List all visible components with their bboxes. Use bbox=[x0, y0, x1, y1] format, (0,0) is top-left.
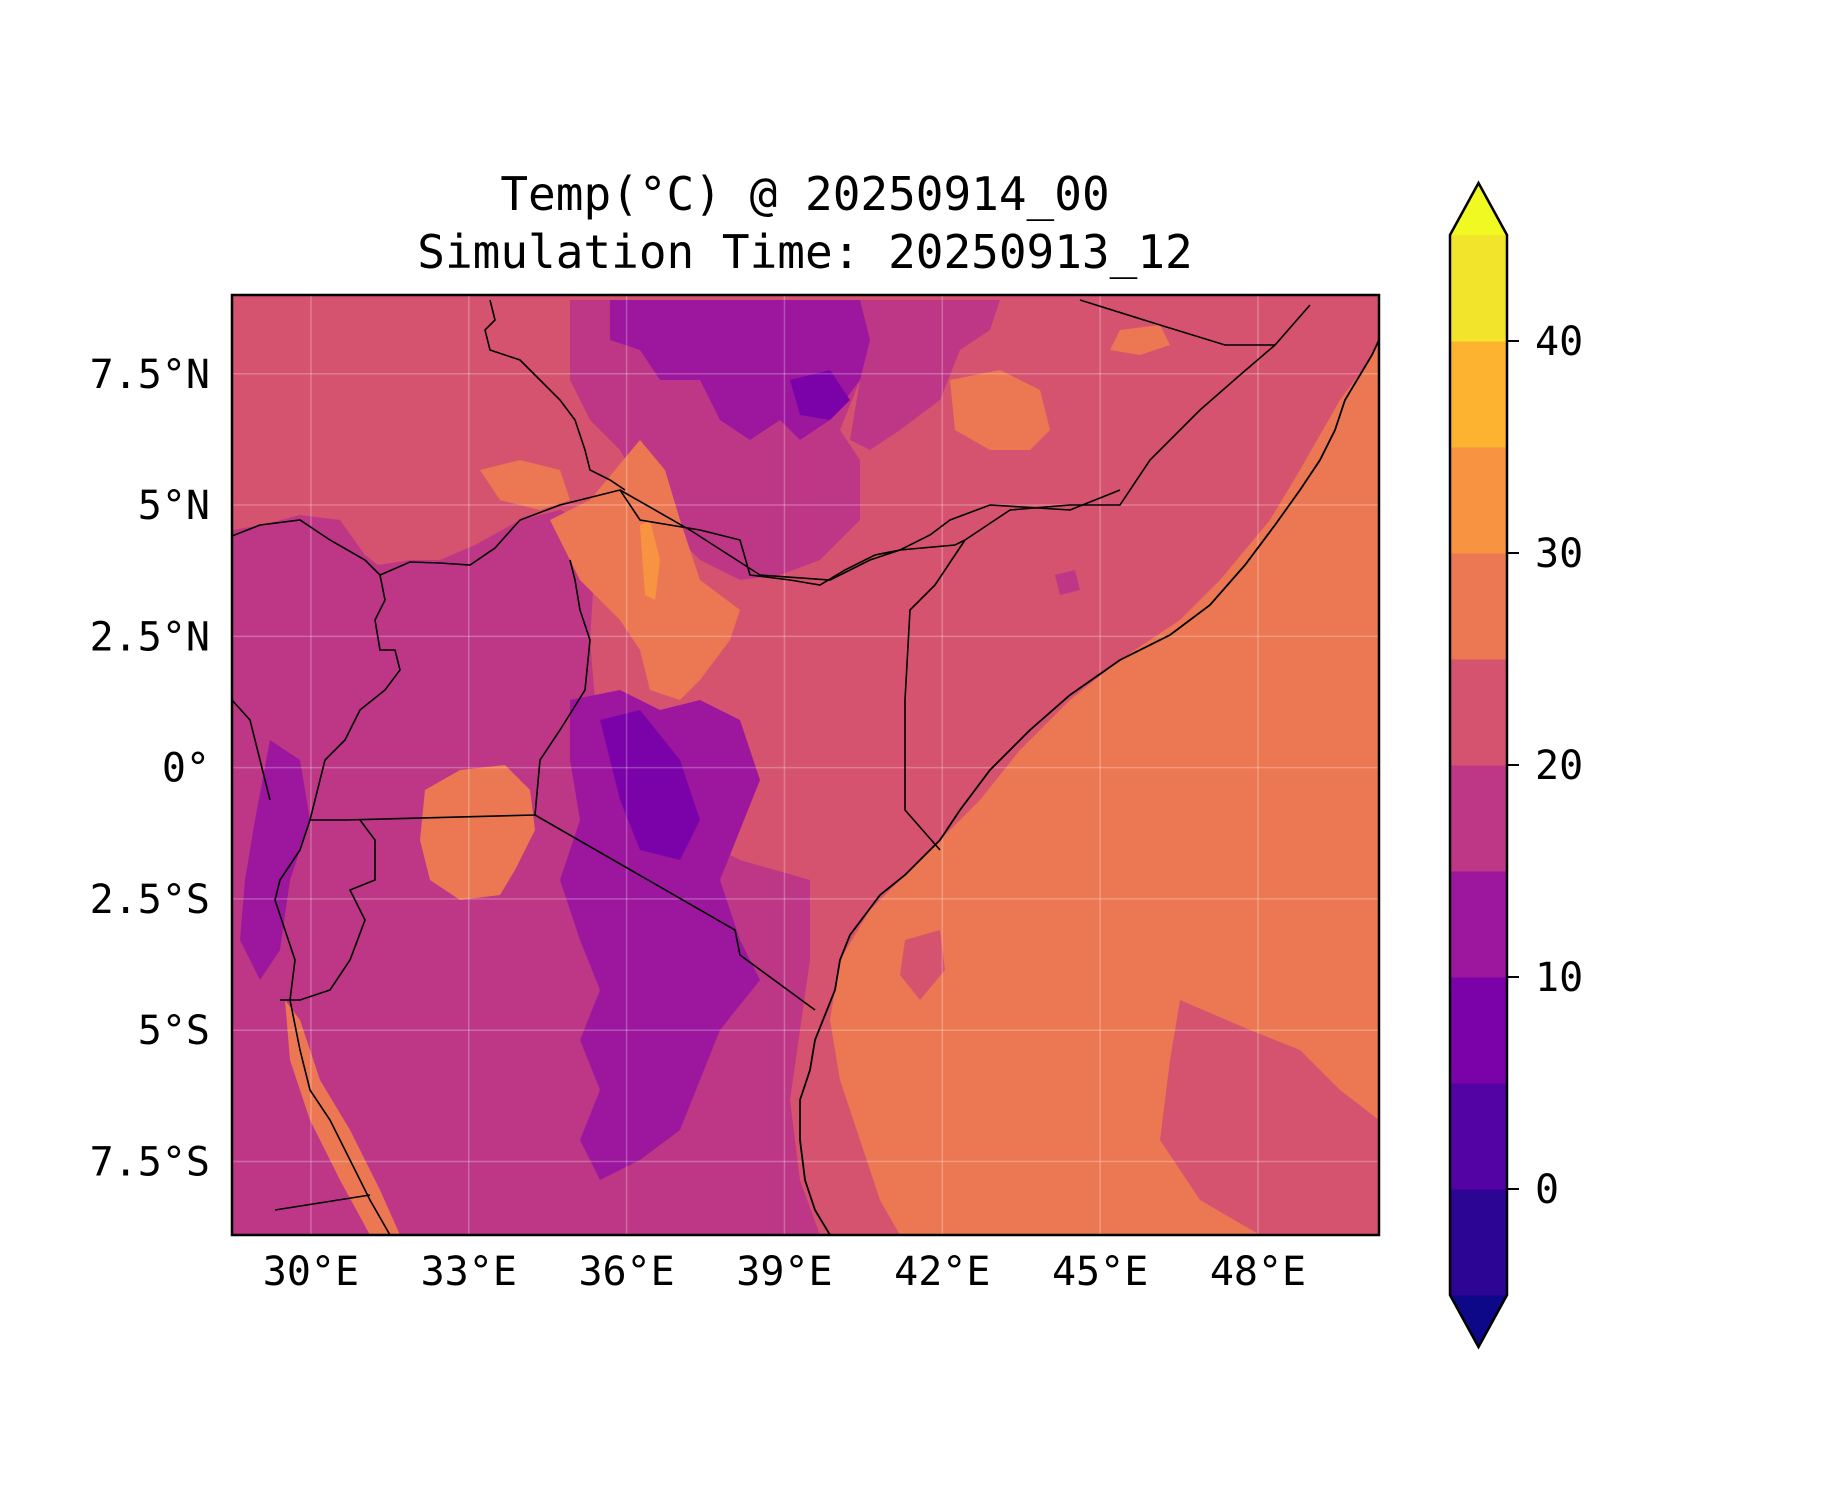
title-line-2: Simulation Time: 20250913_12 bbox=[417, 225, 1192, 279]
border-zambia bbox=[274, 1194, 371, 1211]
country-borders bbox=[232, 299, 1311, 1235]
colorbar-band bbox=[1450, 1083, 1507, 1190]
colorbar-band bbox=[1450, 341, 1507, 448]
temp-zone-ethiopia-coldest bbox=[790, 370, 850, 420]
temp-zone-western-strip-warm bbox=[285, 1000, 400, 1235]
x-tick-label: 39°E bbox=[736, 1249, 832, 1295]
border-north-south-sudan bbox=[484, 299, 626, 491]
border-south-sudan bbox=[232, 489, 1121, 586]
colorbar-band bbox=[1450, 977, 1507, 1084]
colorbar-tick-label: 0 bbox=[1535, 1167, 1559, 1213]
y-tick-label: 2.5°S bbox=[90, 877, 210, 923]
x-tick-label: 33°E bbox=[421, 1249, 517, 1295]
colorbar-ticks: 0 10 20 30 40 bbox=[1507, 319, 1583, 1213]
colorbar bbox=[1448, 180, 1509, 1350]
temp-zone-south-sudan-warm bbox=[480, 460, 570, 510]
temp-zone-indian-ocean bbox=[830, 340, 1379, 1235]
colorbar-band bbox=[1450, 235, 1507, 342]
y-tick-label: 5°N bbox=[138, 483, 210, 529]
temp-zone-somalia-patch bbox=[1055, 570, 1080, 595]
border-drc-lakes bbox=[274, 819, 391, 1235]
x-tick-label: 36°E bbox=[578, 1249, 674, 1295]
colorbar-extend-low bbox=[1450, 1295, 1507, 1347]
coastline-east-africa bbox=[799, 339, 1379, 1235]
temp-zone-lake-victoria-warm bbox=[420, 765, 535, 900]
temperature-map bbox=[232, 295, 1379, 1235]
temp-zone-djibouti-warm bbox=[1110, 325, 1170, 355]
x-tick-label: 30°E bbox=[263, 1249, 359, 1295]
x-axis-ticks: 30°E 33°E 36°E 39°E 42°E 45°E 48°E bbox=[263, 1249, 1306, 1295]
border-somaliland bbox=[1079, 299, 1275, 346]
temp-zone-ocean-inner-patch bbox=[900, 930, 945, 1000]
title-line-1: Temp(°C) @ 20250914_00 bbox=[500, 167, 1109, 221]
y-tick-label: 0° bbox=[162, 746, 210, 792]
colorbar-band bbox=[1450, 447, 1507, 554]
colorbar-band bbox=[1450, 553, 1507, 660]
y-tick-label: 7.5°N bbox=[90, 352, 210, 398]
temp-zone-rift-coldest bbox=[600, 710, 700, 860]
colorbar-extend-high bbox=[1450, 183, 1507, 235]
x-tick-label: 48°E bbox=[1210, 1249, 1306, 1295]
y-axis-ticks: 7.5°N 5°N 2.5°N 0° 2.5°S 5°S 7.5°S bbox=[90, 352, 210, 1186]
y-tick-label: 5°S bbox=[138, 1008, 210, 1054]
temp-zone-ocean-southeast bbox=[1160, 1000, 1379, 1235]
border-uganda bbox=[308, 559, 591, 821]
y-tick-label: 2.5°N bbox=[90, 614, 210, 660]
colorbar-tick-label: 10 bbox=[1535, 955, 1583, 1001]
border-kenya-ethiopia bbox=[619, 489, 966, 581]
x-tick-label: 42°E bbox=[894, 1249, 990, 1295]
map-frame bbox=[230, 293, 1381, 1237]
colorbar-tick-label: 20 bbox=[1535, 743, 1583, 789]
y-tick-label: 7.5°S bbox=[90, 1139, 210, 1185]
map-gridlines bbox=[232, 295, 1379, 1235]
temp-zone-rift-cold bbox=[560, 690, 760, 1180]
colorbar-band bbox=[1450, 765, 1507, 872]
x-tick-label: 45°E bbox=[1052, 1249, 1148, 1295]
temp-zone-lake-region-cold bbox=[240, 740, 310, 980]
border-west-edge bbox=[232, 699, 271, 801]
colorbar-outline bbox=[1448, 180, 1509, 1350]
colorbar-band bbox=[1450, 659, 1507, 766]
border-kenya-somalia bbox=[904, 539, 966, 851]
colorbar-band bbox=[1450, 871, 1507, 978]
border-ethiopia-somalia bbox=[964, 304, 1311, 541]
border-kenya-tanzania bbox=[534, 814, 816, 1011]
temp-zone-ethiopia-east-warm bbox=[950, 370, 1050, 450]
temp-zone-turkana-hot bbox=[640, 520, 660, 600]
colorbar-tick-label: 40 bbox=[1535, 319, 1583, 365]
colorbar-tick-label: 30 bbox=[1535, 531, 1583, 577]
coastline bbox=[799, 339, 1379, 1235]
border-rwanda-burundi bbox=[280, 819, 376, 1001]
temp-zone-ethiopia-east bbox=[850, 300, 1000, 450]
colorbar-band bbox=[1450, 1189, 1507, 1296]
